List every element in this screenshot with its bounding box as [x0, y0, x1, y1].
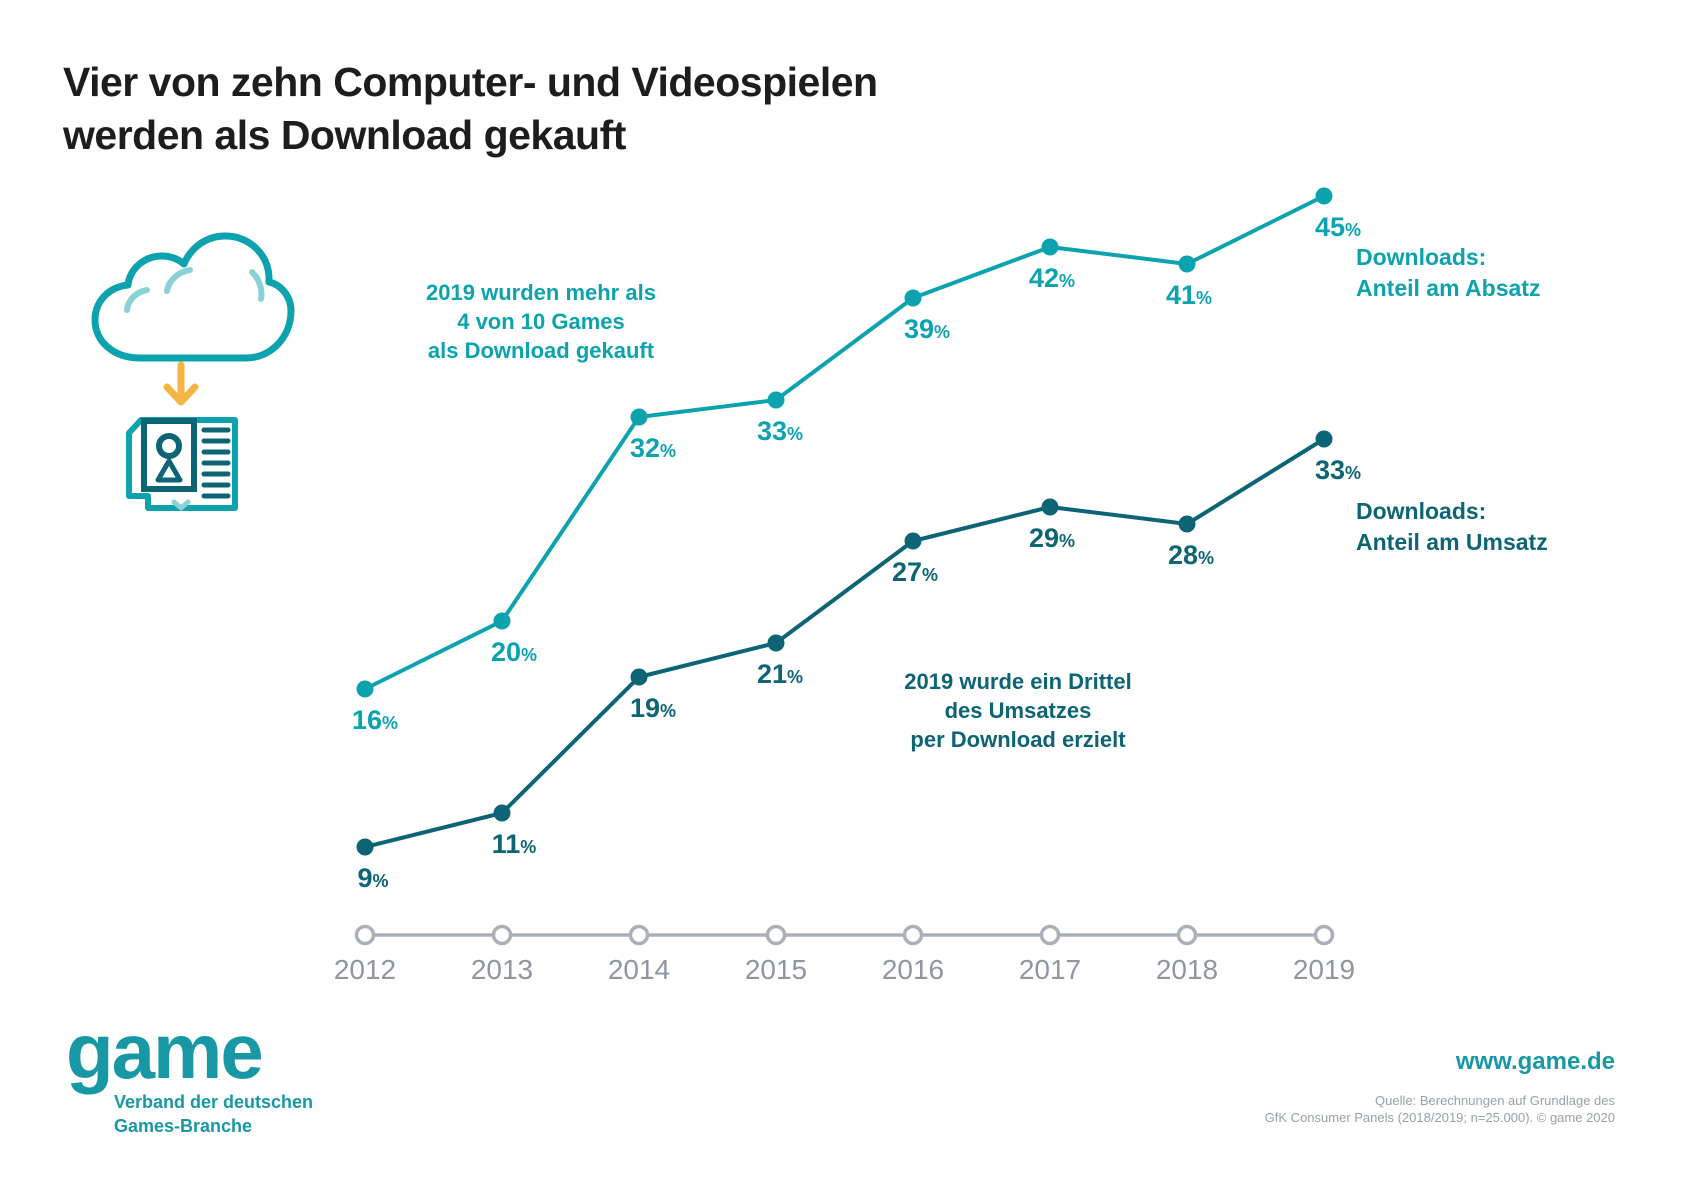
- data-label-umsatz: 9%: [357, 863, 388, 893]
- data-point-absatz: [630, 408, 648, 426]
- game-logo: game: [66, 1007, 264, 1095]
- series-line-umsatz: [364, 437, 1326, 849]
- legend-absatz-line1: Downloads:: [1356, 244, 1487, 270]
- data-label-absatz: 16%: [352, 705, 398, 735]
- axis-year-label: 2018: [1156, 954, 1218, 985]
- legend-umsatz-line2: Anteil am Umsatz: [1356, 529, 1548, 555]
- annotation-absatz: 2019 wurden mehr als 4 von 10 Games als …: [426, 278, 656, 365]
- series-line-absatz: [364, 194, 1325, 691]
- data-label-absatz: 32%: [630, 433, 676, 463]
- data-label-umsatz: 11%: [492, 829, 537, 859]
- game-logo-tagline-line1: Verband der deutschen: [114, 1092, 314, 1112]
- annotation-umsatz-line1: 2019 wurde ein Drittel: [904, 669, 1132, 694]
- data-point-absatz: [1041, 238, 1059, 256]
- legend-umsatz: Downloads: Anteil am Umsatz: [1356, 496, 1548, 558]
- data-label-umsatz: 19%: [630, 693, 676, 723]
- data-label-umsatz: 27%: [892, 557, 938, 587]
- annotation-absatz-line2: 4 von 10 Games: [457, 309, 625, 334]
- data-point-absatz: [1178, 255, 1196, 273]
- cloud-accent-arc-left: [124, 287, 150, 313]
- game-logo-tagline: Verband der deutschen Games-Branche: [114, 1090, 313, 1138]
- axis-tick-circle: [491, 924, 513, 946]
- legend-umsatz-line1: Downloads:: [1356, 498, 1487, 524]
- axis-year-label: 2016: [882, 954, 944, 985]
- game-logo-tagline-line2: Games-Branche: [114, 1116, 253, 1136]
- axis-year-label: 2012: [334, 954, 396, 985]
- cloud-accent-arc-right: [249, 269, 265, 302]
- data-point-umsatz: [493, 804, 511, 822]
- data-label-absatz: 42%: [1029, 263, 1075, 293]
- page-title-line2: werden als Download gekauft: [63, 112, 626, 158]
- axis-tick-circle: [354, 924, 376, 946]
- data-point-umsatz: [904, 532, 922, 550]
- data-point-umsatz: [1315, 430, 1333, 448]
- source-note-line2: GfK Consumer Panels (2018/2019; n=25.000…: [1264, 1110, 1615, 1125]
- cloud-accent-arc-top: [164, 267, 193, 294]
- annotation-umsatz-line2: des Umsatzes: [944, 698, 1092, 723]
- annotation-umsatz-line3: per Download erzielt: [910, 727, 1126, 752]
- data-label-absatz: 20%: [491, 637, 537, 667]
- annotation-absatz-line1: 2019 wurden mehr als: [426, 280, 656, 305]
- axis-tick-circle: [1313, 924, 1335, 946]
- data-point-absatz: [356, 680, 374, 698]
- data-label-umsatz: 33%: [1315, 455, 1361, 485]
- axis-tick-circle: [1039, 924, 1061, 946]
- website-link[interactable]: www.game.de: [1455, 1048, 1615, 1075]
- axis-year-label: 2017: [1019, 954, 1081, 985]
- legend-absatz-line2: Anteil am Absatz: [1356, 275, 1541, 301]
- annotation-absatz-line3: als Download gekauft: [427, 338, 655, 363]
- axis-year-label: 2015: [745, 954, 807, 985]
- download-arrow-icon: [163, 361, 199, 406]
- data-point-umsatz: [356, 838, 374, 856]
- data-point-umsatz: [1178, 515, 1196, 533]
- data-label-absatz: 41%: [1166, 280, 1212, 310]
- data-label-umsatz: 21%: [757, 659, 803, 689]
- data-label-absatz: 39%: [904, 314, 950, 344]
- data-label-absatz: 33%: [757, 416, 803, 446]
- data-point-absatz: [767, 391, 785, 409]
- data-point-absatz: [904, 289, 922, 307]
- axis-year-label: 2019: [1293, 954, 1355, 985]
- data-point-umsatz: [630, 668, 648, 686]
- axis-year-label: 2014: [608, 954, 670, 985]
- data-point-absatz: [493, 612, 511, 630]
- cloud-download-icon: [91, 232, 295, 511]
- data-point-umsatz: [1041, 498, 1059, 516]
- page-title: Vier von zehn Computer- und Videospielen…: [63, 56, 878, 162]
- legend-absatz: Downloads: Anteil am Absatz: [1356, 242, 1540, 304]
- annotation-umsatz: 2019 wurde ein Drittel des Umsatzes per …: [904, 667, 1131, 754]
- data-label-umsatz: 29%: [1029, 523, 1075, 553]
- axis-tick-circle: [902, 924, 924, 946]
- axis-tick-circle: [628, 924, 650, 946]
- source-note: Quelle: Berechnungen auf Grundlage des G…: [1265, 1092, 1615, 1126]
- axis-tick-circle: [765, 924, 787, 946]
- page-title-line1: Vier von zehn Computer- und Videospielen: [63, 59, 878, 105]
- data-label-absatz: 45%: [1315, 212, 1361, 242]
- data-point-umsatz: [767, 634, 785, 652]
- data-label-umsatz: 28%: [1168, 540, 1214, 570]
- axis-year-label: 2013: [471, 954, 533, 985]
- data-point-absatz: [1315, 187, 1333, 205]
- cloud-icon: [91, 232, 295, 362]
- game-box-icon: [126, 417, 238, 511]
- source-note-line1: Quelle: Berechnungen auf Grundlage des: [1375, 1093, 1615, 1108]
- axis-tick-circle: [1176, 924, 1198, 946]
